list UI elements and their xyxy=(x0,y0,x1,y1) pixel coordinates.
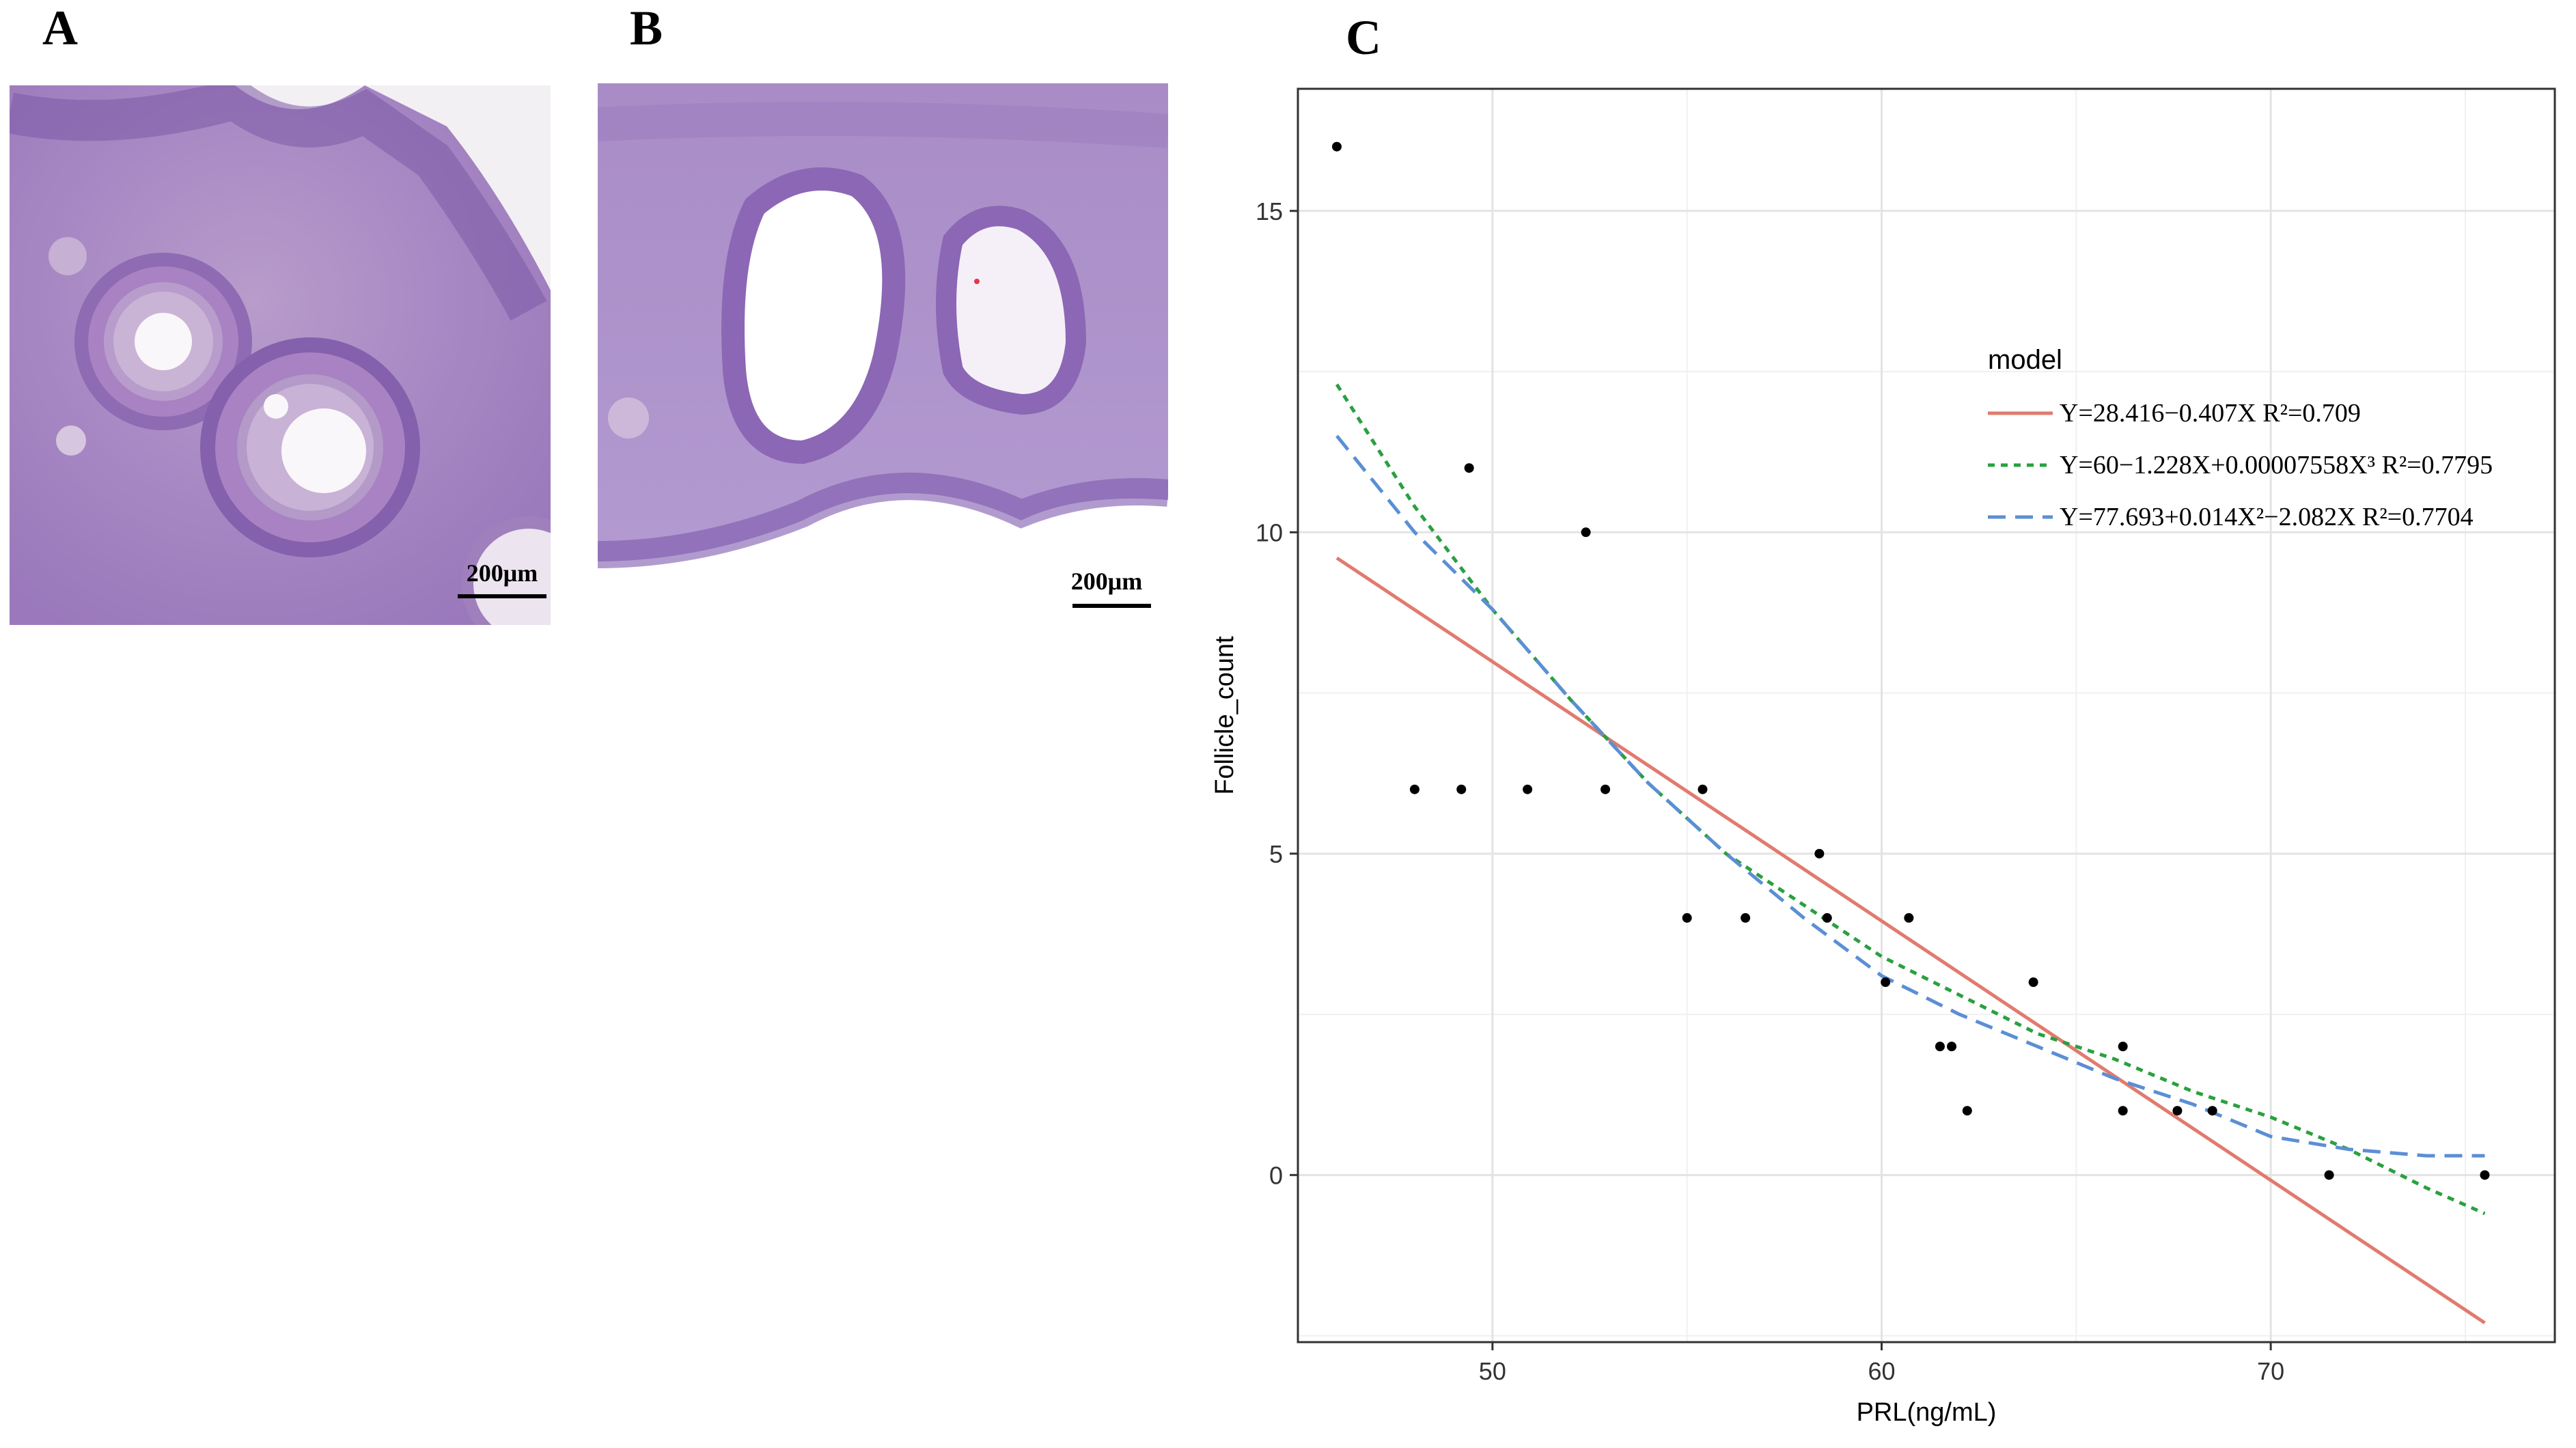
x-axis-title: PRL(ng/mL) xyxy=(1857,1398,1997,1427)
grid xyxy=(1297,89,2555,1342)
data-point xyxy=(1409,784,1419,794)
data-point xyxy=(2118,1042,2128,1052)
data-point xyxy=(2172,1106,2183,1116)
y-tick-label: 10 xyxy=(1256,518,1283,546)
data-point xyxy=(1456,784,1467,794)
panel-a-micrograph xyxy=(10,85,551,625)
panel-a-scale-label: 200μm xyxy=(466,559,538,587)
data-point xyxy=(2028,977,2038,988)
panel-b-micrograph xyxy=(598,83,1168,635)
data-point xyxy=(1935,1042,1945,1052)
legend-entry-label: Y=60−1.228X+0.00007558X³ R²=0.7795 xyxy=(2060,451,2493,479)
legend-entry-label: Y=77.693+0.014X²−2.082X R²=0.7704 xyxy=(2060,503,2474,531)
data-point xyxy=(1822,913,1832,923)
fit-line-linear xyxy=(1335,556,2486,1324)
data-point xyxy=(1881,977,1891,988)
y-tick-label: 5 xyxy=(1269,840,1283,868)
data-point xyxy=(1904,913,1914,923)
data-point xyxy=(1698,784,1708,794)
data-point xyxy=(1601,784,1611,794)
data-point xyxy=(1464,463,1474,473)
legend: model Y=28.416−0.407X R²=0.709 Y=60−1.228… xyxy=(1988,345,2493,531)
data-point xyxy=(2324,1170,2334,1180)
y-axis-title: Follicle_count xyxy=(1210,636,1239,795)
fit-line-cubic xyxy=(1335,383,2486,1216)
panel-c-label: C xyxy=(1346,10,1381,65)
fit-lines xyxy=(1335,383,2486,1324)
data-point xyxy=(1523,784,1533,794)
panel-b-label: B xyxy=(630,1,663,55)
data-point xyxy=(1962,1106,1972,1116)
legend-title: model xyxy=(1988,345,2062,375)
panel-b-scale-bar xyxy=(1072,604,1151,608)
panel-a-label: A xyxy=(42,1,78,55)
legend-entry-label: Y=28.416−0.407X R²=0.709 xyxy=(2060,399,2361,428)
scatter-chart: 50 60 70 0 5 10 15 PRL(ng/mL) Follicle_count m… xyxy=(1210,87,2556,1427)
panel-b-scale-label: 200μm xyxy=(1070,568,1143,595)
x-tick-label: 60 xyxy=(1868,1357,1895,1385)
panel-a-scale-bar xyxy=(458,594,546,598)
fit-line-quadratic xyxy=(1335,434,2485,1158)
axes: 50 60 70 0 5 10 15 xyxy=(1256,197,2284,1385)
data-point xyxy=(1682,913,1692,923)
x-tick-label: 50 xyxy=(1479,1357,1506,1385)
data-point xyxy=(1581,527,1591,538)
y-tick-label: 15 xyxy=(1256,197,1283,225)
data-point xyxy=(1741,913,1751,923)
data-point xyxy=(1947,1042,1957,1052)
data-points xyxy=(1331,141,2490,1180)
data-point xyxy=(2207,1106,2217,1116)
data-point xyxy=(1331,141,1342,152)
x-tick-label: 70 xyxy=(2257,1357,2284,1385)
data-point xyxy=(2480,1170,2490,1180)
y-tick-label: 0 xyxy=(1269,1161,1283,1189)
data-point xyxy=(1814,848,1825,859)
data-point xyxy=(2118,1106,2128,1116)
plot-frame xyxy=(1297,87,2556,1343)
